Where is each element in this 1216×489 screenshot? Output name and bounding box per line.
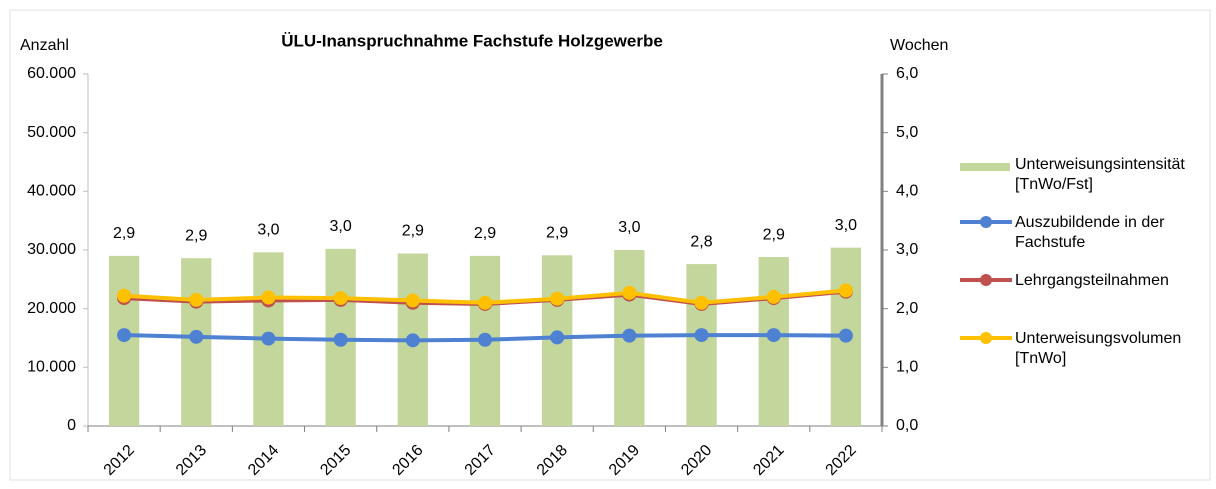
point [405, 333, 420, 348]
y-tick-label: 0 [67, 417, 76, 434]
x-tick-label: 2017 [462, 442, 499, 479]
x-tick-label: 2018 [534, 442, 571, 479]
y2-tick-label: 5,0 [896, 124, 918, 141]
x-tick-label: 2013 [173, 442, 210, 479]
legend-item: Lehrgangsteilnahmen [960, 271, 1210, 329]
point [333, 291, 348, 306]
y2-axis-label: Wochen [890, 37, 948, 54]
point [117, 288, 132, 303]
legend-item: Unterweisungsintensität [TnWo/Fst] [960, 155, 1210, 213]
point [550, 291, 565, 306]
data-label: 2,9 [546, 224, 568, 241]
point [550, 330, 565, 345]
legend-label: Auszubildende in der Fachstufe [1015, 214, 1165, 251]
data-label: 3,0 [618, 219, 640, 236]
point [333, 332, 348, 347]
y2-tick-label: 2,0 [896, 300, 918, 317]
point [694, 295, 709, 310]
frame [9, 9, 1211, 481]
legend-item: Unterweisungsvolumen [TnWo] [960, 329, 1210, 387]
point [766, 289, 781, 304]
y-tick-label: 50.000 [27, 124, 76, 141]
bar [686, 264, 717, 426]
point [261, 331, 276, 346]
y-tick-label: 30.000 [27, 241, 76, 258]
point [478, 295, 492, 310]
point [189, 329, 204, 344]
x-tick-label: 2014 [245, 442, 282, 479]
data-label: 2,8 [690, 233, 712, 250]
point [189, 292, 204, 307]
data-label: 2,9 [763, 226, 785, 243]
data-label: 3,0 [330, 218, 352, 235]
point [694, 328, 709, 343]
legend-swatch [960, 216, 1012, 228]
x-tick-label: 2022 [823, 442, 860, 479]
x-tick-label: 2015 [317, 442, 354, 479]
data-label: 2,9 [185, 227, 207, 244]
legend-label: Unterweisungsintensität [TnWo/Fst] [1015, 156, 1185, 193]
y2-tick-label: 1,0 [896, 359, 918, 376]
x-tick-label: 2019 [606, 442, 643, 479]
y-tick-label: 20.000 [27, 300, 76, 317]
y2-tick-label: 0,0 [896, 417, 918, 434]
y2-tick-label: 3,0 [896, 241, 918, 258]
data-label: 3,0 [835, 217, 857, 234]
x-tick-label: 2020 [678, 442, 715, 479]
point [622, 328, 637, 343]
point [622, 285, 637, 300]
point [261, 290, 276, 305]
legend-label: Lehrgangsteilnahmen [1015, 272, 1169, 289]
point [766, 328, 781, 343]
data-label: 2,9 [474, 225, 496, 242]
legend-swatch [960, 332, 1012, 344]
point [405, 293, 420, 308]
point [838, 283, 853, 298]
legend: Unterweisungsintensität [TnWo/Fst] Auszub… [960, 155, 1210, 387]
legend-swatch [960, 274, 1012, 286]
data-label: 2,9 [402, 223, 424, 240]
data-label: 3,0 [257, 222, 279, 239]
legend-swatch [960, 163, 1010, 171]
chart-title: ÜLU-Inanspruchnahme Fachstufe Holzgewerb… [281, 31, 663, 50]
y-tick-label: 10.000 [27, 359, 76, 376]
y2-tick-label: 4,0 [896, 183, 918, 200]
y2-tick-label: 6,0 [896, 65, 918, 82]
data-label: 2,9 [113, 225, 135, 242]
x-tick-label: 2021 [750, 442, 787, 479]
y-axis-label: Anzahl [20, 37, 69, 54]
legend-label: Unterweisungsvolumen [TnWo] [1015, 330, 1182, 367]
x-tick-label: 2016 [389, 442, 426, 479]
y-tick-label: 60.000 [27, 65, 76, 82]
point [117, 328, 132, 343]
x-tick-label: 2012 [101, 442, 138, 479]
legend-item: Auszubildende in der Fachstufe [960, 213, 1210, 271]
y-tick-label: 40.000 [27, 183, 76, 200]
point [838, 328, 853, 343]
point [478, 332, 492, 347]
